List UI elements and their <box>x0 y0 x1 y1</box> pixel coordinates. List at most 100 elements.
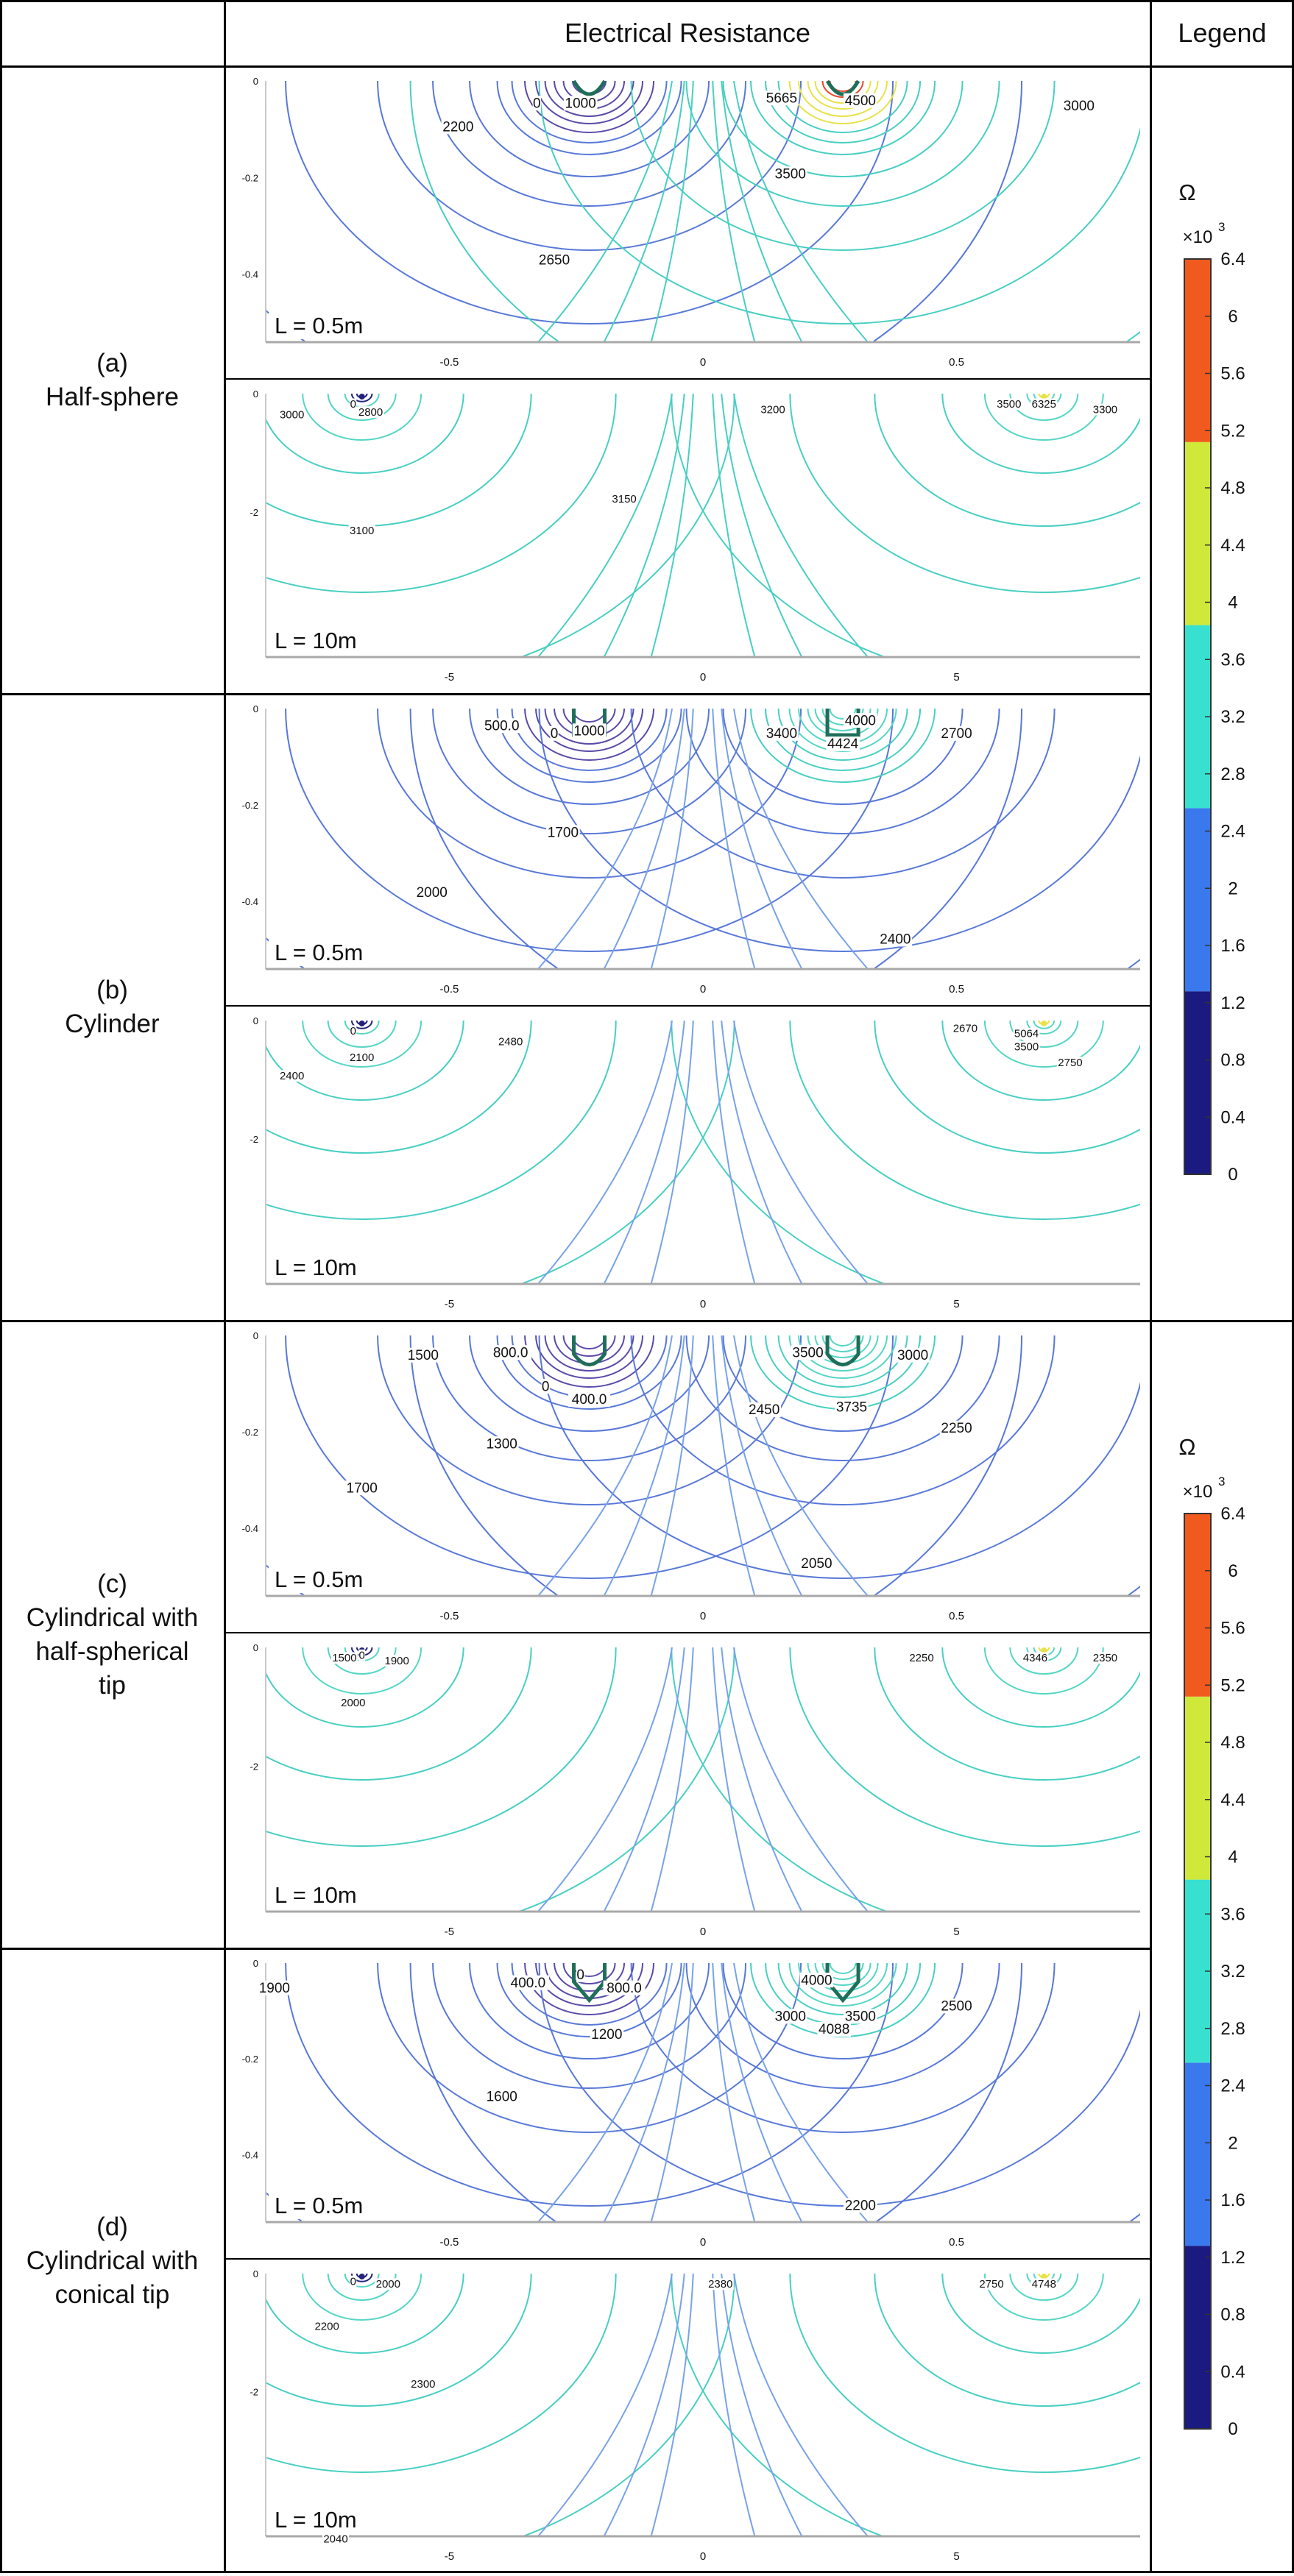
contour-label: 0 <box>551 726 559 742</box>
grid-subplot-rule <box>224 2258 1150 2260</box>
contour-line <box>685 709 1000 834</box>
length-label: L = 0.5m <box>275 2193 363 2218</box>
contour-line <box>630 1963 1056 2133</box>
y-tick-label: 0 <box>253 1330 258 1341</box>
colorbar-band <box>1184 808 1211 992</box>
contour-line <box>302 2274 423 2321</box>
contour-label: 1000 <box>565 96 596 112</box>
contour-line <box>874 2274 1140 2407</box>
grid-header-rule <box>0 65 1294 68</box>
contour-label: 1200 <box>591 2027 622 2043</box>
contour-label: 2200 <box>314 2320 339 2332</box>
length-label-bg <box>269 1882 379 1909</box>
contour-line <box>377 81 802 251</box>
x-tick-label: 0.5 <box>949 356 964 369</box>
multiplier-exponent: 3 <box>1218 220 1225 234</box>
colorbar-tick-label: 2.8 <box>1220 2019 1245 2039</box>
contour-label-bg <box>484 1436 519 1452</box>
contour-line <box>302 1647 423 1695</box>
length-label-bg <box>269 628 379 654</box>
contour-label: 2200 <box>845 2199 876 2214</box>
contour-line <box>789 2274 1140 2473</box>
contour-line <box>562 1963 616 1984</box>
contour-label-bg <box>611 493 638 505</box>
contour-label-bg <box>409 2378 436 2390</box>
colorbar-legend-1: Ω ×10 3 6.4 6 5.6 5.2 4.8 4.4 4 3.6 3.2 2.8 2.4 2 1.6 1.… <box>1153 69 1291 1318</box>
contour-label-bg <box>406 1347 440 1363</box>
grid-bottom <box>0 2571 1294 2573</box>
contour-label: 1300 <box>487 1436 517 1452</box>
row-label-b: (b) Cylinder <box>0 694 224 1321</box>
contour-label-bg <box>546 825 580 840</box>
x-tick-label: 0 <box>700 671 706 684</box>
contour-label-bg <box>765 91 799 106</box>
contour-label: 3000 <box>775 2009 806 2025</box>
contour-line <box>511 81 668 143</box>
contour-label-bg <box>878 932 913 947</box>
grid-col-rule <box>1150 0 1152 2573</box>
row-label-d: (d) Cylindrical with conical tip <box>0 1948 224 2573</box>
contour-line <box>409 81 1140 342</box>
contour-label-bg <box>765 725 799 741</box>
contour-line <box>538 1963 1140 2207</box>
contour-label: 1500 <box>408 1348 439 1363</box>
contour-line <box>544 709 634 745</box>
contour-label-bg <box>497 1035 524 1048</box>
contour-line <box>535 1963 644 2006</box>
contour-line <box>630 1335 1056 1505</box>
contour-label: 3500 <box>845 2009 876 2025</box>
field-line <box>733 1963 869 2222</box>
contour-label: 6325 <box>1032 398 1056 411</box>
contour-label-bg <box>1022 1652 1049 1664</box>
y-tick-label: 0 <box>253 1642 258 1653</box>
field-line <box>537 1963 673 2222</box>
contour-label-bg <box>1030 2278 1058 2291</box>
unit-label: Ω <box>1178 180 1195 205</box>
row-label-line: (c) <box>97 1569 127 1598</box>
contour-line <box>350 1021 373 1029</box>
field-line <box>603 394 685 657</box>
contour-line <box>377 1335 802 1505</box>
field-line <box>712 81 756 342</box>
electrode-marker <box>358 2274 365 2279</box>
contour-label-bg <box>799 1555 834 1571</box>
contour-line <box>798 81 888 117</box>
field-line <box>650 2274 694 2536</box>
multiplier-label: ×10 <box>1183 1482 1213 1502</box>
field-line <box>537 1021 673 1284</box>
grid-left <box>0 0 2 2573</box>
field-line <box>537 1335 673 1596</box>
contour-label: 2250 <box>941 1421 972 1436</box>
header-electrical-resistance: Electrical Resistance <box>564 18 811 48</box>
contour-lines <box>266 1963 1140 2222</box>
contour-line <box>788 1335 897 1379</box>
y-tick-label: 0 <box>253 703 258 714</box>
y-tick-label: -0.4 <box>242 269 258 280</box>
contour-label-bg <box>791 1345 825 1360</box>
electrode-shape <box>825 79 860 96</box>
contour-line <box>685 1963 1000 2089</box>
contour-line <box>941 2274 1140 2354</box>
colorbar-band <box>1184 259 1211 442</box>
contour-label: 2480 <box>498 1035 523 1048</box>
contour-line <box>777 81 908 133</box>
field-line <box>650 1021 694 1284</box>
contour-line <box>630 81 1056 251</box>
contour-label: 0 <box>350 1025 356 1037</box>
contour-line <box>377 1963 802 2133</box>
contour-line <box>266 394 532 527</box>
contour-plot-b-short: -0.5 0 0.5 0 -0.2 -0.4 500.0 0 1000 4000 3400 4424 2… <box>227 695 1148 1004</box>
contour-label-bg <box>939 725 974 741</box>
contour-line <box>524 709 655 761</box>
contour-line <box>807 81 879 110</box>
contour-label-bg <box>978 2278 1005 2291</box>
field-line <box>733 1021 869 1284</box>
contour-line <box>685 81 1000 207</box>
contour-label: 2750 <box>979 2278 1003 2291</box>
contour-label-bg <box>576 1968 585 1983</box>
contour-label-bg <box>350 398 357 411</box>
contour-label: 3500 <box>1014 1041 1039 1054</box>
colorbar-band <box>1184 1514 1211 1697</box>
field-line <box>650 709 694 969</box>
contour-label: 2000 <box>341 1697 365 1709</box>
